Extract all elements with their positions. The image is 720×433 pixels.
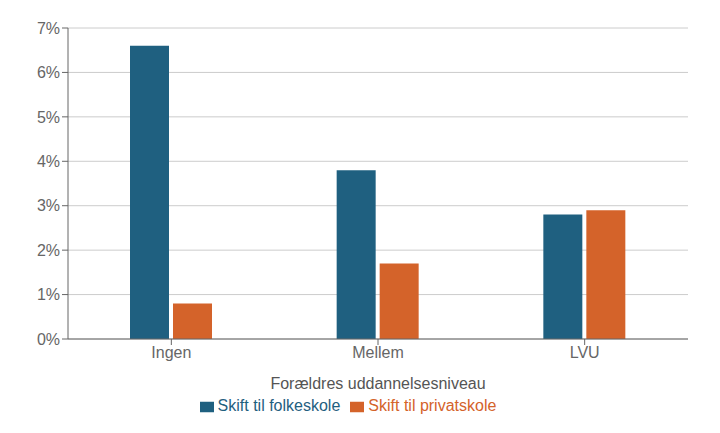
svg-text:4%: 4% (37, 153, 60, 170)
svg-text:2%: 2% (37, 242, 60, 259)
svg-text:0%: 0% (37, 331, 60, 348)
svg-text:7%: 7% (37, 20, 60, 37)
svg-text:1%: 1% (37, 286, 60, 303)
svg-text:Mellem: Mellem (352, 344, 404, 361)
svg-text:5%: 5% (37, 109, 60, 126)
svg-text:6%: 6% (37, 64, 60, 81)
html-text:Skift til folkeskole: Skift til folkeskole (217, 397, 341, 414)
svg-text:Forældres uddannelsesniveau: Forældres uddannelsesniveau (270, 375, 485, 392)
svg-text:Ingen: Ingen (151, 344, 191, 361)
svg-text:LVU: LVU (570, 344, 600, 361)
svg-text:3%: 3% (37, 197, 60, 214)
html-text:Skift til privatskole: Skift til privatskole (368, 397, 497, 414)
